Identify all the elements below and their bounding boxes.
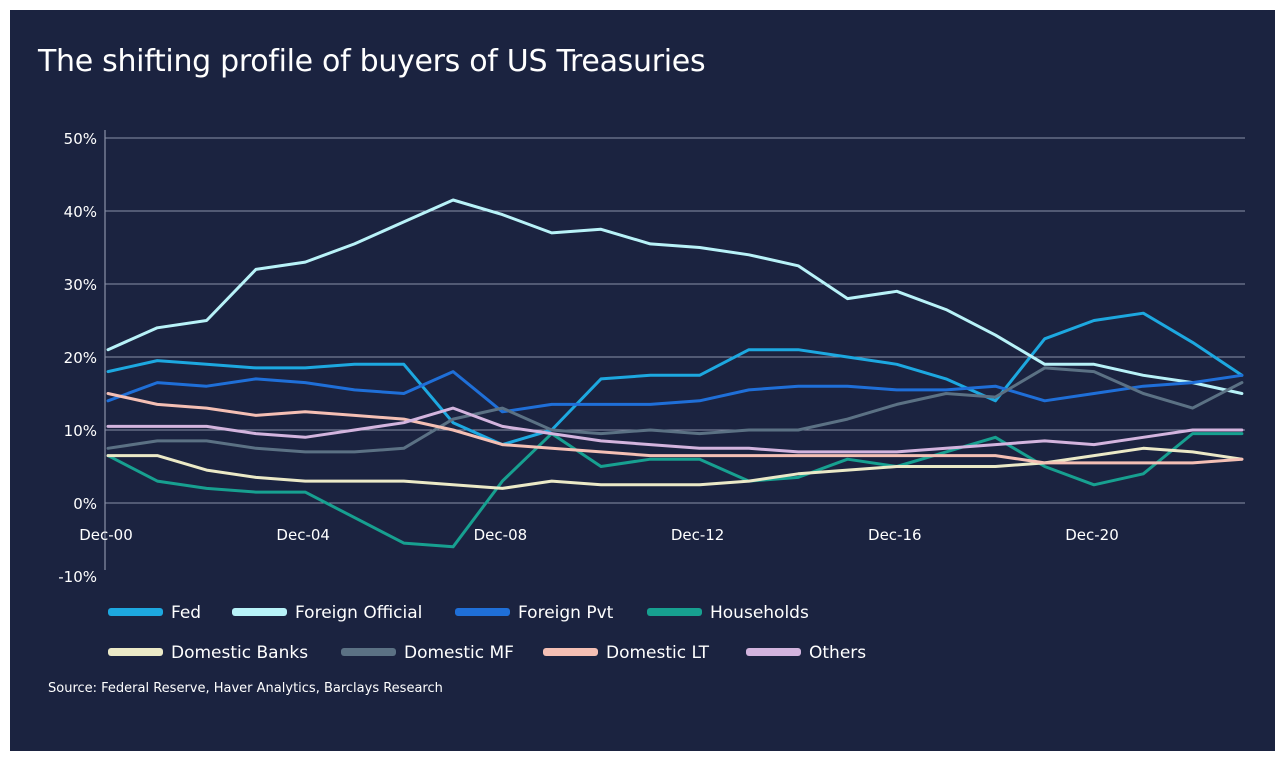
- x-tick-label: Dec-12: [671, 526, 725, 544]
- x-tick-label: Dec-16: [868, 526, 922, 544]
- y-tick-label: 10%: [64, 422, 97, 440]
- legend-swatch: [746, 648, 801, 656]
- legend-swatch: [108, 648, 163, 656]
- series-line-households: [106, 432, 1244, 549]
- x-tick-label: Dec-04: [276, 526, 330, 544]
- legend-swatch: [543, 648, 598, 656]
- legend-swatch: [647, 608, 702, 616]
- x-tick-label: Dec-08: [474, 526, 528, 544]
- legend-label: Households: [710, 603, 809, 623]
- series-line-domestic-lt: [106, 392, 1244, 465]
- legend-label: Domestic Banks: [171, 643, 308, 663]
- y-tick-label: 20%: [64, 349, 97, 367]
- series-line-foreign-pvt: [106, 370, 1244, 414]
- y-tick-label: -10%: [58, 568, 97, 586]
- y-tick-label: 40%: [64, 203, 97, 221]
- legend-label: Others: [809, 643, 866, 663]
- chart-title: The shifting profile of buyers of US Tre…: [38, 44, 706, 79]
- legend-swatch: [232, 608, 287, 616]
- y-tick-label: 30%: [64, 276, 97, 294]
- legend-label: Foreign Pvt: [518, 603, 614, 623]
- legend-label: Fed: [171, 603, 201, 623]
- legend-label: Domestic LT: [606, 643, 710, 663]
- legend-swatch: [455, 608, 510, 616]
- series-line-others: [106, 406, 1244, 454]
- series-line-fed: [106, 311, 1244, 447]
- legend-swatch: [108, 608, 163, 616]
- legend-label: Domestic MF: [404, 643, 514, 663]
- source-note: Source: Federal Reserve, Haver Analytics…: [48, 681, 443, 696]
- series-line-foreign-official: [106, 198, 1244, 395]
- legend-swatch: [341, 648, 396, 656]
- x-tick-label: Dec-00: [79, 526, 133, 544]
- chart-panel: [10, 10, 1275, 751]
- y-tick-label: 0%: [73, 495, 97, 513]
- x-tick-label: Dec-20: [1065, 526, 1119, 544]
- y-tick-label: 50%: [64, 130, 97, 148]
- legend-label: Foreign Official: [295, 603, 422, 623]
- series-line-domestic-mf: [106, 366, 1244, 454]
